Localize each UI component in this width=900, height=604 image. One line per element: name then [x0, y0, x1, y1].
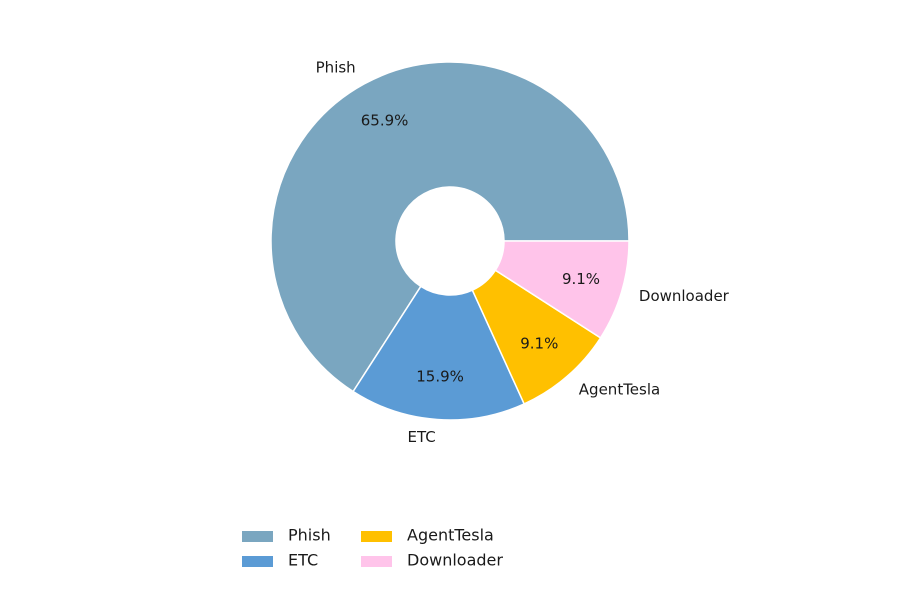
- legend-item-etc: ETC: [242, 551, 318, 570]
- legend-item-downloader: Downloader: [361, 551, 503, 570]
- pie-slice-etc: [352, 285, 526, 421]
- slice-label-agenttesla: AgentTesla: [579, 380, 660, 398]
- slice-percent-etc: 15.9%: [416, 368, 464, 386]
- legend-label-agenttesla: AgentTesla: [407, 526, 494, 545]
- pie-slices: [270, 61, 630, 421]
- pie-labels: Phish 65.9% ETC 15.9% AgentTesla 9.1% Download…: [316, 59, 730, 446]
- slice-percent-phish: 65.9%: [361, 112, 409, 130]
- slice-percent-downloader: 9.1%: [562, 270, 600, 288]
- legend-label-etc: ETC: [288, 551, 318, 570]
- pie-slice-downloader: [494, 240, 630, 339]
- legend-swatch-agenttesla: [361, 531, 392, 542]
- legend-swatch-phish: [242, 531, 273, 542]
- legend-item-agenttesla: AgentTesla: [361, 526, 494, 545]
- chart-legend: Phish ETC AgentTesla Downloader: [242, 526, 503, 570]
- legend-item-phish: Phish: [242, 526, 331, 545]
- legend-swatch-etc: [242, 556, 273, 567]
- legend-label-downloader: Downloader: [407, 551, 503, 570]
- legend-swatch-downloader: [361, 556, 392, 567]
- pie-slice-phish: [270, 61, 630, 393]
- slice-percent-agenttesla: 9.1%: [520, 335, 558, 353]
- slice-label-etc: ETC: [408, 428, 436, 446]
- slice-label-phish: Phish: [316, 59, 356, 77]
- legend-label-phish: Phish: [288, 526, 331, 545]
- slice-label-downloader: Downloader: [639, 287, 730, 305]
